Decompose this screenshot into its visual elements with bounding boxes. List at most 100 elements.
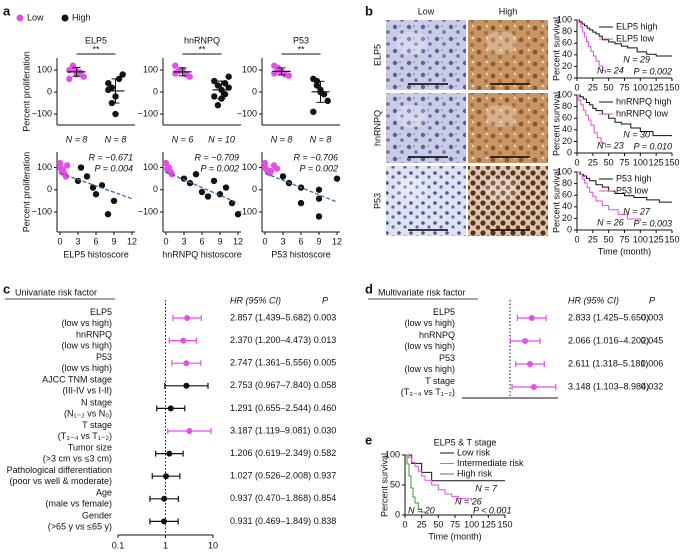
legend-label: hnRNPQ high: [616, 96, 672, 106]
row-label: (low vs high): [61, 363, 112, 373]
x-tick-label: 150: [664, 82, 679, 92]
hr-text: 0.931 (0.469–1.849): [230, 516, 311, 526]
x-tick-label: 25: [588, 157, 598, 167]
y-tick-label: 0: [47, 184, 52, 194]
point: [279, 173, 287, 180]
y-tick-label: 80: [562, 26, 572, 36]
row-label: (low vs high): [404, 318, 455, 328]
p-text: 0.582: [314, 448, 337, 458]
x-tick-label: 9: [111, 236, 116, 246]
legend-marker: [61, 14, 69, 22]
legend-label: Intermediate risk: [457, 458, 524, 468]
stat-annotation: P = 0.002: [201, 163, 239, 173]
point: [214, 82, 222, 89]
row-label: (T₃₋₄ vs T₁₋₂): [401, 387, 455, 397]
point: [285, 72, 292, 79]
point: [267, 167, 275, 175]
y-tick-label: 50: [390, 479, 400, 489]
row-label: Tumor size: [68, 442, 112, 452]
y-tick-label: 100: [557, 89, 572, 99]
ihc-image: [386, 166, 466, 236]
survival-curve: [405, 454, 505, 482]
stat-annotation: P = 0.003: [634, 218, 672, 228]
y-tick-label: 100: [385, 449, 400, 459]
x-tick-label: 0: [163, 236, 168, 246]
y-tick-label: 60: [562, 38, 572, 48]
legend-label: High risk: [457, 468, 493, 478]
stat-annotation: N = 20: [408, 505, 435, 515]
legend-label: Low: [27, 12, 44, 22]
point: [180, 175, 188, 182]
point: [234, 211, 242, 218]
x-tick-label: 25: [588, 82, 598, 92]
x-tick-label: 100: [633, 234, 648, 244]
fit-line: [165, 171, 239, 204]
hr-point: [530, 384, 537, 390]
row-label: (N₁₋₂ vs N₀): [64, 408, 112, 418]
y-axis-label: Percent proliferation: [21, 51, 31, 132]
y-axis-label: Percent proliferation: [21, 152, 31, 233]
y-tick-label: 100: [557, 166, 572, 176]
hr-point: [528, 315, 535, 321]
x-tick-label: 6: [93, 236, 98, 246]
n-label: N = 8: [310, 134, 332, 144]
column-header: HR (95% CI): [568, 295, 619, 305]
point: [66, 75, 73, 83]
point: [192, 171, 200, 178]
stat-annotation: P = 0.010: [634, 141, 672, 151]
stat-annotation: N = 27: [623, 206, 651, 216]
y-tick-label: 60: [562, 113, 572, 123]
hr-text: 0.937 (0.470–1.868): [230, 493, 311, 503]
row-label: (poor vs well & moderate): [9, 476, 112, 486]
point: [74, 177, 82, 185]
row-label: (>65 y vs ≤65 y): [48, 521, 112, 531]
x-tick-label: 0: [574, 82, 579, 92]
hr-text: 2.833 (1.425–5.650): [568, 312, 649, 322]
point: [58, 165, 65, 172]
y-tick-label: −100: [138, 206, 158, 216]
column-label: Low: [418, 6, 435, 16]
x-tick-label: 125: [649, 82, 664, 92]
stat-annotation: R = −0.709: [194, 152, 239, 162]
ihc-image: [468, 93, 548, 163]
row-label: (low vs high): [404, 341, 455, 351]
x-tick-label: 3: [280, 236, 285, 246]
significance: **: [297, 44, 305, 54]
point: [112, 110, 119, 118]
table-title: Univariate risk factor: [15, 287, 97, 297]
point: [105, 86, 112, 94]
hr-point: [184, 315, 191, 321]
p-text: 0.003: [641, 312, 664, 322]
n-label: N = 10: [208, 134, 235, 144]
legend-label: Low risk: [457, 447, 491, 457]
survival-curve: [405, 454, 425, 513]
x-tick-label: 1: [163, 540, 168, 550]
y-axis-label: Percent survival: [551, 17, 561, 81]
point: [225, 73, 232, 80]
stat-annotation: R = −0.706: [293, 152, 338, 162]
row-label: (>3 cm vs ≤3 cm): [43, 453, 112, 463]
point: [198, 188, 206, 196]
hr-text: 2.611 (1.318–5.181): [568, 358, 648, 368]
plot-title: hnRNPQ: [184, 35, 220, 45]
y-tick-label: 100: [143, 162, 158, 172]
plot-title: P53: [293, 35, 309, 45]
ihc-image: [386, 93, 466, 163]
x-tick-label: 125: [649, 234, 664, 244]
y-tick-label: 100: [242, 64, 257, 74]
point: [214, 102, 222, 109]
x-tick-label: 50: [604, 82, 614, 92]
legend-label: P53 low: [616, 185, 649, 195]
point: [172, 62, 179, 69]
legend-label: ELP5 low: [616, 33, 655, 43]
survival-curve: [577, 19, 606, 74]
x-tick-label: 125: [481, 519, 496, 529]
x-axis-label: Time (month): [428, 531, 481, 541]
row-label: (low vs high): [404, 364, 455, 374]
row-label: ELP5: [372, 44, 382, 66]
n-label: N = 8: [105, 134, 127, 144]
stat-annotation: P = 0.002: [634, 66, 672, 76]
stat-annotation: N = 24: [597, 65, 624, 75]
x-tick-label: 3: [75, 236, 80, 246]
row-label: T stage: [82, 420, 112, 430]
